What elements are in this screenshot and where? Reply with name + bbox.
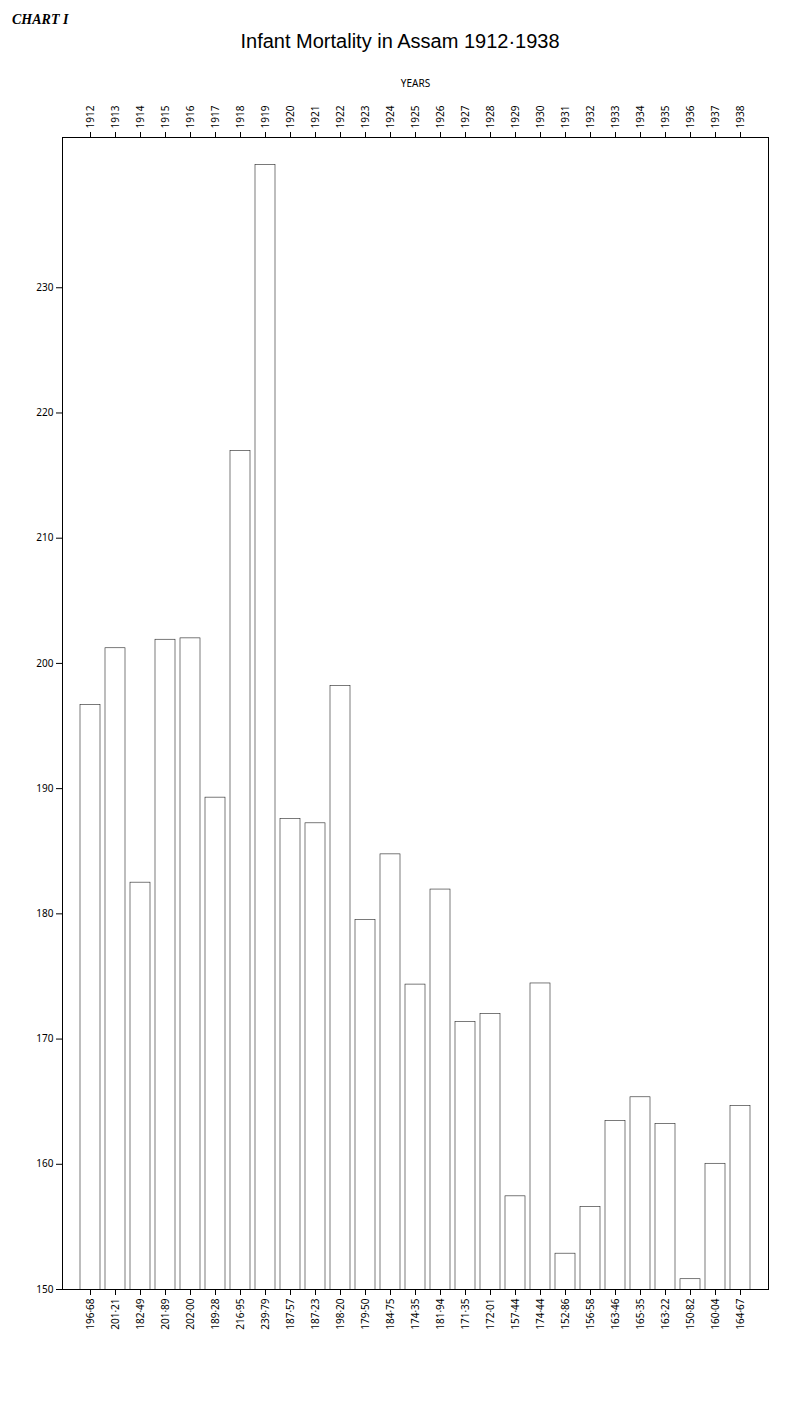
svg-text:171·35: 171·35 [458,1298,472,1330]
svg-text:163·46: 163·46 [608,1298,622,1330]
svg-text:172·01: 172·01 [483,1299,497,1330]
svg-text:1924: 1924 [383,105,397,128]
svg-text:1928: 1928 [483,105,497,128]
svg-text:230: 230 [36,280,53,294]
svg-text:174·35: 174·35 [408,1298,422,1330]
svg-text:181·94: 181·94 [433,1298,447,1330]
svg-text:1917: 1917 [208,105,222,128]
svg-text:1927: 1927 [458,105,472,128]
svg-text:157·44: 157·44 [508,1298,522,1330]
svg-text:170: 170 [36,1031,53,1045]
svg-text:210: 210 [36,530,53,544]
svg-text:160: 160 [36,1156,53,1170]
svg-text:1918: 1918 [233,105,247,128]
svg-text:165·35: 165·35 [633,1298,647,1330]
svg-text:1920: 1920 [283,105,297,128]
svg-text:202·00: 202·00 [183,1298,197,1330]
svg-text:201·21: 201·21 [108,1299,122,1330]
svg-text:152·86: 152·86 [558,1298,572,1330]
svg-text:1922: 1922 [333,105,347,128]
svg-text:1934: 1934 [633,105,647,128]
svg-text:150·82: 150·82 [683,1298,697,1330]
svg-text:1933: 1933 [608,105,622,128]
svg-text:1936: 1936 [683,105,697,128]
svg-text:1915: 1915 [158,105,172,128]
svg-text:201·89: 201·89 [158,1298,172,1330]
svg-text:150: 150 [36,1282,53,1296]
svg-text:1921: 1921 [308,106,322,129]
svg-text:1931: 1931 [558,106,572,129]
svg-text:180: 180 [36,906,53,920]
svg-text:198·20: 198·20 [333,1298,347,1330]
html-text:Infant Mortality in Assam 1912: Infant Mortality in Assam 1912·1938 [240,30,560,52]
svg-text:184·75: 184·75 [383,1298,397,1330]
svg-text:220: 220 [36,405,53,419]
svg-text:187·23: 187·23 [308,1298,322,1330]
svg-text:187·57: 187·57 [283,1298,297,1330]
svg-text:190: 190 [36,781,53,795]
svg-text:1914: 1914 [133,105,147,128]
svg-text:1930: 1930 [533,105,547,128]
svg-text:174·44: 174·44 [533,1298,547,1330]
svg-text:1919: 1919 [258,105,272,128]
svg-text:1937: 1937 [708,105,722,128]
svg-text:1932: 1932 [583,105,597,128]
html-text:CHART I: CHART I [12,12,69,27]
svg-text:189·28: 189·28 [208,1298,222,1330]
svg-text:164·67: 164·67 [733,1298,747,1330]
svg-text:1938: 1938 [733,105,747,128]
svg-text:196·68: 196·68 [83,1298,97,1330]
svg-text:1926: 1926 [433,105,447,128]
svg-text:1923: 1923 [358,105,372,128]
svg-text:179·50: 179·50 [358,1298,372,1330]
svg-text:163·22: 163·22 [658,1298,672,1330]
svg-text:1912: 1912 [83,105,97,128]
svg-text:1913: 1913 [108,105,122,128]
svg-text:YEARS: YEARS [401,76,431,90]
svg-text:1929: 1929 [508,105,522,128]
svg-text:239·79: 239·79 [258,1298,272,1330]
svg-text:1916: 1916 [183,105,197,128]
svg-text:160·04: 160·04 [708,1298,722,1330]
svg-text:200: 200 [36,656,53,670]
svg-text:182·49: 182·49 [133,1298,147,1330]
svg-text:156·58: 156·58 [583,1298,597,1330]
svg-text:1935: 1935 [658,105,672,128]
svg-text:216·95: 216·95 [233,1298,247,1330]
svg-text:1925: 1925 [408,105,422,128]
